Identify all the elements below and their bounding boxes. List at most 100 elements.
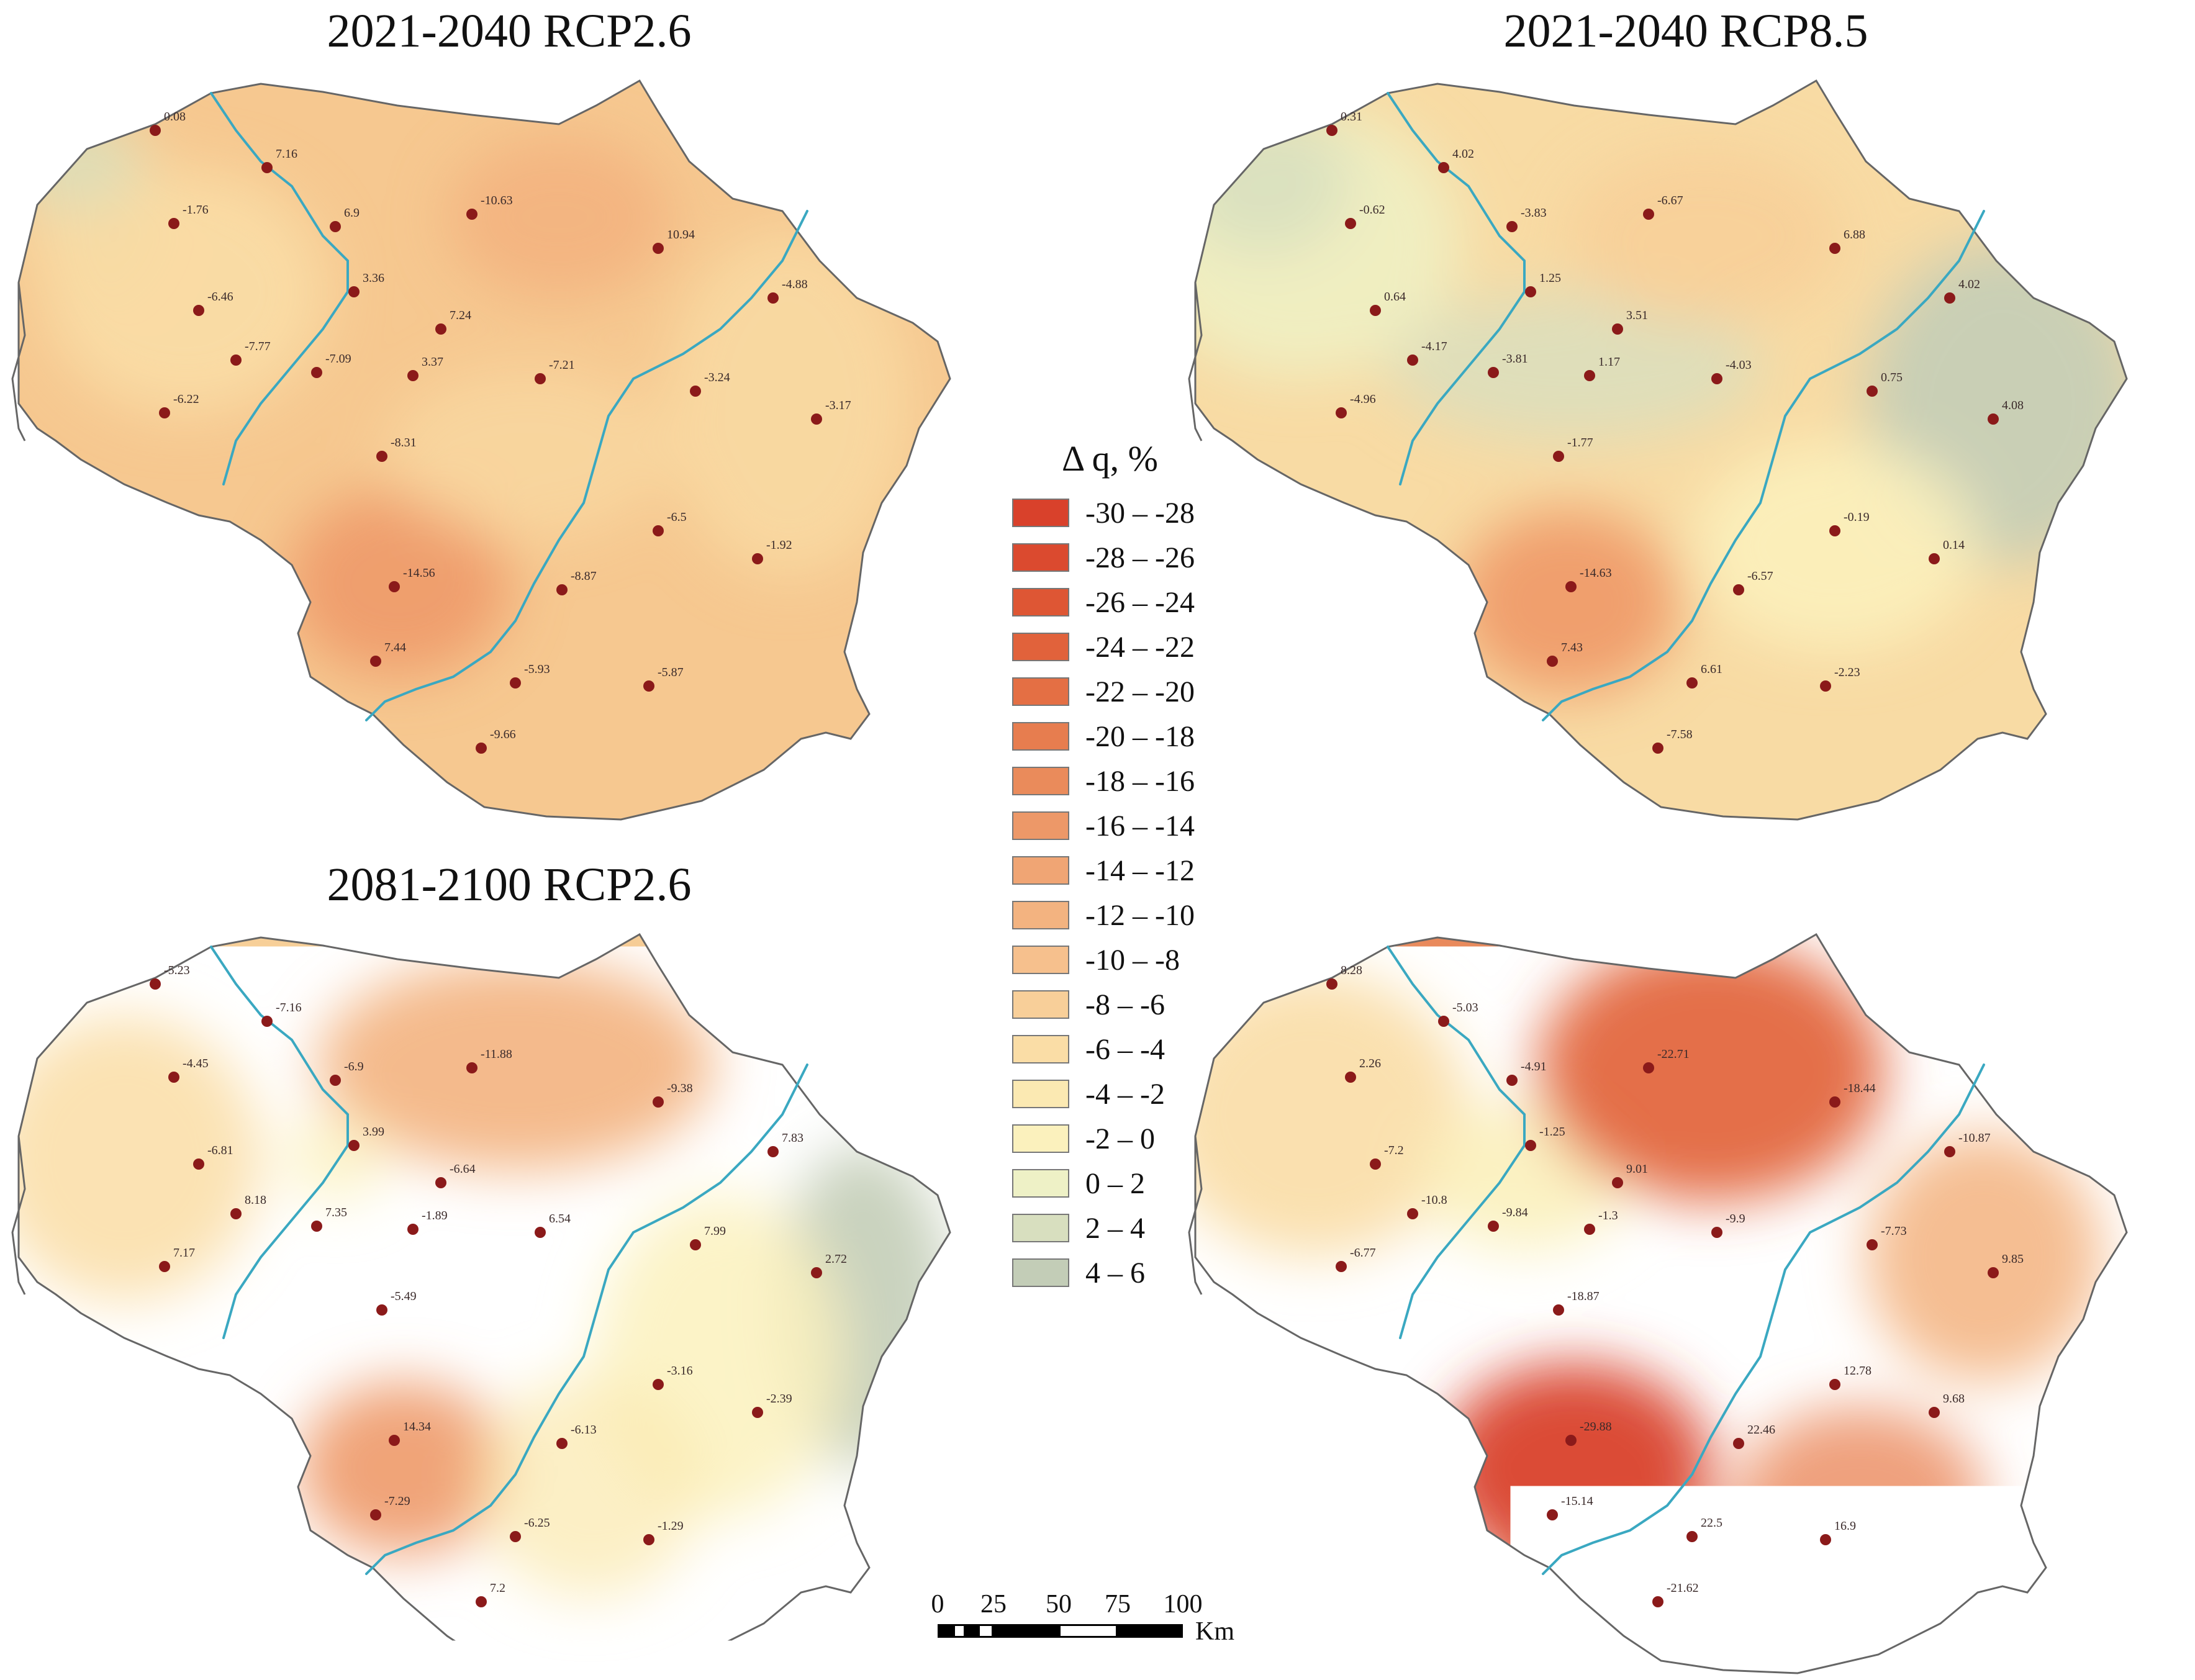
station-value-label: -4.91 <box>1521 1060 1547 1073</box>
station-marker <box>1553 451 1564 462</box>
station-marker <box>690 1239 701 1250</box>
station-marker <box>311 367 322 378</box>
station-value-label: -18.87 <box>1567 1289 1600 1303</box>
legend-label: -22 – -20 <box>1085 675 1195 709</box>
station-marker <box>330 1075 341 1086</box>
value-zone <box>385 366 671 540</box>
station-value-label: -29.88 <box>1580 1420 1612 1434</box>
station-value-label: 7.16 <box>276 147 297 161</box>
station-value-label: -3.24 <box>704 371 730 384</box>
legend-swatch <box>1012 588 1069 616</box>
station-value-label: 14.34 <box>403 1420 431 1434</box>
legend-item: -18 – -16 <box>1012 759 1217 803</box>
station-value-label: 3.36 <box>363 271 384 285</box>
station-value-label: -7.21 <box>549 358 575 372</box>
station-marker <box>1565 1435 1577 1446</box>
station-value-label: -8.87 <box>571 569 597 583</box>
legend-swatch <box>1012 1258 1069 1287</box>
station-marker <box>1612 323 1623 335</box>
map-title: 2021-2040 RCP2.6 <box>0 0 1018 62</box>
station-marker <box>407 1224 419 1235</box>
station-value-label: -3.81 <box>1502 352 1528 366</box>
station-value-label: -9.9 <box>1726 1212 1745 1226</box>
station-marker <box>159 1261 170 1272</box>
legend-item: -22 – -20 <box>1012 669 1217 714</box>
station-value-label: 2.26 <box>1359 1057 1381 1070</box>
legend-label: -6 – -4 <box>1085 1032 1165 1067</box>
station-value-label: -9.66 <box>490 728 516 741</box>
station-marker <box>1488 367 1499 378</box>
station-marker <box>510 677 521 689</box>
station-marker <box>1829 1379 1840 1390</box>
station-marker <box>535 1227 546 1238</box>
map-title: 2021-2040 RCP8.5 <box>1177 0 2195 62</box>
station-marker <box>168 1072 179 1083</box>
station-value-label: -6.13 <box>571 1423 597 1437</box>
station-marker <box>1336 407 1347 418</box>
station-value-label: 3.99 <box>363 1125 384 1139</box>
station-value-label: -1.89 <box>422 1209 448 1222</box>
legend-swatch <box>1012 1124 1069 1153</box>
station-marker <box>643 680 654 692</box>
station-value-label: 4.08 <box>2002 399 2024 412</box>
station-value-label: 12.78 <box>1844 1364 1871 1378</box>
map-title: 2081-2100 RCP8.5 <box>1177 854 2195 916</box>
legend-swatch <box>1012 633 1069 661</box>
legend-swatch <box>1012 1169 1069 1198</box>
station-value-label: 9.68 <box>1943 1392 1965 1406</box>
value-surface <box>6 81 950 820</box>
station-marker <box>1686 1531 1698 1542</box>
station-value-label: -5.87 <box>658 666 684 679</box>
map-panel-2081-2100-rcp26: 2081-2100 RCP2.6 -5.23 -7.16 -4.45 -6.9 -11.… <box>0 854 1018 1679</box>
legend-item: -4 – -2 <box>1012 1072 1217 1116</box>
legend-swatch <box>1012 499 1069 527</box>
station-value-label: -6.64 <box>450 1162 476 1176</box>
station-marker <box>1584 1224 1595 1235</box>
scale-segment <box>953 1624 966 1638</box>
station-marker <box>653 243 664 254</box>
legend-label: -20 – -18 <box>1085 720 1195 754</box>
scale-tick-label: 50 <box>1046 1589 1072 1619</box>
legend-item: 4 – 6 <box>1012 1250 1217 1295</box>
station-value-label: 7.24 <box>450 309 471 322</box>
station-value-label: -4.17 <box>1421 340 1447 353</box>
station-value-label: -0.62 <box>1359 203 1385 217</box>
station-marker <box>1370 1158 1381 1170</box>
station-marker <box>535 373 546 384</box>
station-value-label: 1.25 <box>1539 271 1561 285</box>
station-marker <box>1553 1304 1564 1316</box>
legend-swatch <box>1012 1214 1069 1242</box>
map-panel-2021-2040-rcp85: 2021-2040 RCP8.5 0.31 4.02 -0.62 -3.83 -6.67… <box>1177 0 2195 826</box>
legend-list: -30 – -28 -28 – -26 -26 – -24 -24 – -22 -22 … <box>1012 490 1217 1295</box>
legend-label: -26 – -24 <box>1085 585 1195 620</box>
station-value-label: -4.45 <box>183 1057 209 1070</box>
station-marker <box>370 1509 381 1520</box>
legend-swatch <box>1012 1035 1069 1064</box>
station-value-label: -14.56 <box>403 566 435 580</box>
station-value-label: 7.83 <box>782 1131 803 1145</box>
legend-swatch <box>1012 767 1069 795</box>
legend-label: -4 – -2 <box>1085 1077 1165 1111</box>
station-value-label: -6.5 <box>667 510 687 524</box>
station-value-label: -1.76 <box>183 203 209 217</box>
legend-swatch <box>1012 990 1069 1019</box>
station-value-label: -14.63 <box>1580 566 1612 580</box>
station-marker <box>476 743 487 754</box>
station-marker <box>435 323 446 335</box>
scale-segment <box>966 1624 978 1638</box>
scale-tick-label: 25 <box>980 1589 1007 1619</box>
station-marker <box>407 370 419 381</box>
value-zone <box>1177 106 1351 255</box>
station-marker <box>466 209 477 220</box>
station-value-label: 0.75 <box>1881 371 1903 384</box>
scale-bar: Km 0 25 50 75 100 <box>931 1589 1254 1664</box>
legend-item: 2 – 4 <box>1012 1206 1217 1250</box>
station-marker <box>767 292 779 304</box>
legend-swatch <box>1012 1080 1069 1108</box>
value-zone <box>478 1375 702 1599</box>
station-marker <box>1711 373 1722 384</box>
station-value-label: -1.92 <box>766 538 792 552</box>
station-value-label: 7.35 <box>325 1206 347 1219</box>
station-value-label: 16.9 <box>1834 1519 1856 1533</box>
station-value-label: 6.54 <box>549 1212 571 1226</box>
